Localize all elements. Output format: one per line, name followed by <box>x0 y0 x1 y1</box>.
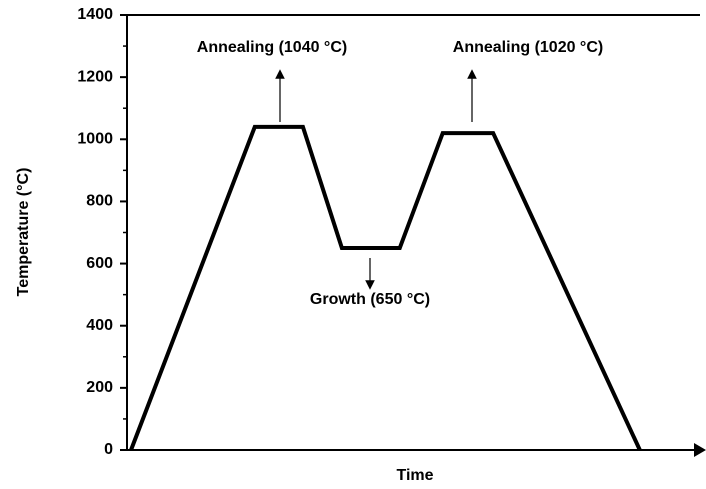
y-tick-label: 800 <box>86 193 113 210</box>
y-tick-label: 1400 <box>77 6 113 23</box>
y-tick-label: 600 <box>86 255 113 272</box>
y-tick-label: 200 <box>86 379 113 396</box>
y-tick-label: 1000 <box>77 131 113 148</box>
y-tick-label: 1200 <box>77 68 113 85</box>
y-tick-label: 0 <box>104 441 113 458</box>
annotation: Growth (650 °C) <box>310 291 430 308</box>
annotation: Annealing (1040 °C) <box>197 39 347 56</box>
x-axis-arrow <box>694 443 706 457</box>
y-axis-label: Temperature (°C) <box>15 168 32 297</box>
x-axis-label: Time <box>396 467 433 484</box>
line <box>129 124 642 451</box>
y-tick-label: 400 <box>86 317 113 334</box>
annotation: Annealing (1020 °C) <box>453 39 603 56</box>
